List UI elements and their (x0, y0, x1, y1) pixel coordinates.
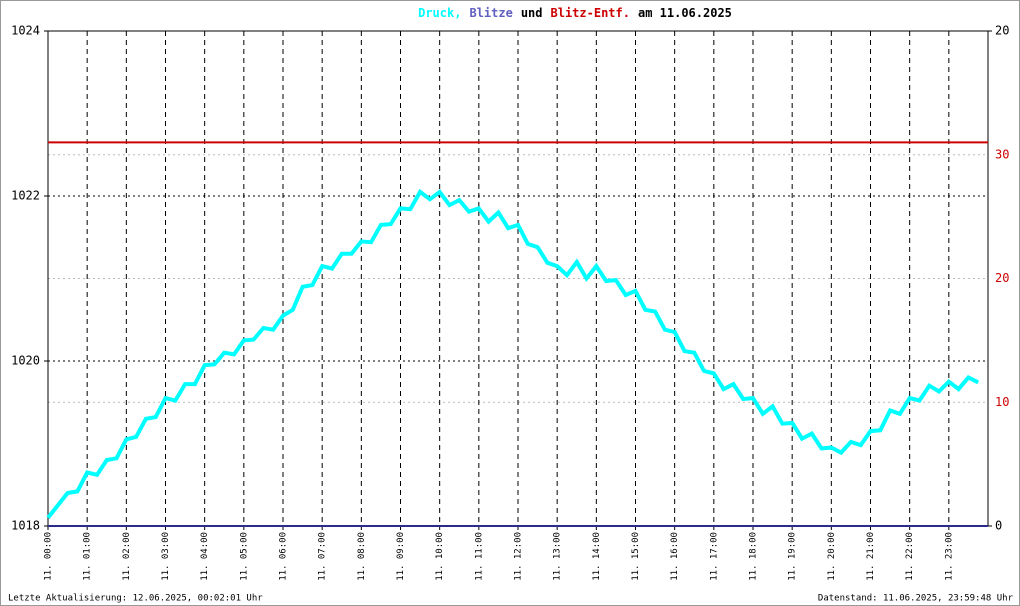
x-tick-label: 11. 18:00 (749, 532, 759, 581)
y2-tick-label: 20 (995, 24, 1009, 38)
chart-title: Druck, Blitze und Blitz-Entf. am 11.06.2025 (418, 6, 732, 20)
x-tick-label: 11. 06:00 (279, 532, 289, 581)
x-tick-label: 11. 09:00 (396, 532, 406, 581)
x-tick-label: 11. 15:00 (631, 532, 641, 581)
y-tick-label: 1020 (11, 354, 40, 368)
title-part: Blitz-Entf. (551, 6, 630, 20)
x-tick-label: 11. 01:00 (83, 532, 93, 581)
x-tick-label: 11. 07:00 (318, 532, 328, 581)
x-tick-label: 11. 14:00 (592, 532, 602, 581)
x-tick-label: 11. 16:00 (670, 532, 680, 581)
x-tick-label: 11. 21:00 (866, 532, 876, 581)
title-part: , (454, 6, 461, 20)
x-tick-label: 11. 23:00 (944, 532, 954, 581)
footer-right: Datenstand: 11.06.2025, 23:59:48 Uhr (818, 594, 1014, 604)
x-tick-label: 11. 11:00 (474, 532, 484, 581)
x-tick-label: 11. 10:00 (435, 532, 445, 581)
y-tick-label: 1022 (11, 189, 40, 203)
y3-tick-label: 30 (995, 147, 1009, 161)
y-tick-label: 1018 (11, 519, 40, 533)
x-tick-label: 11. 17:00 (709, 532, 719, 581)
x-tick-label: 11. 00:00 (44, 532, 54, 581)
x-tick-label: 11. 20:00 (827, 532, 837, 581)
x-tick-label: 11. 12:00 (514, 532, 524, 581)
title-part: Blitze (469, 6, 512, 20)
y3-tick-label: 10 (995, 395, 1009, 409)
title-part: Druck (418, 6, 455, 20)
y-tick-label: 1024 (11, 24, 40, 38)
x-tick-label: 11. 22:00 (905, 532, 915, 581)
x-tick-label: 11. 19:00 (788, 532, 798, 581)
x-tick-label: 11. 02:00 (122, 532, 132, 581)
title-part: und (521, 6, 543, 20)
series-line (46, 188, 980, 519)
x-tick-label: 11. 08:00 (357, 532, 367, 581)
y3-tick-label: 20 (995, 271, 1009, 285)
x-tick-label: 11. 13:00 (553, 532, 563, 581)
x-tick-label: 11. 04:00 (200, 532, 210, 581)
x-tick-label: 11. 03:00 (161, 532, 171, 581)
footer-left: Letzte Aktualisierung: 12.06.2025, 00:02… (8, 594, 263, 604)
y2-tick-label: 0 (995, 519, 1002, 533)
title-part: am 11.06.2025 (638, 6, 732, 20)
x-tick-label: 11. 05:00 (239, 532, 249, 581)
